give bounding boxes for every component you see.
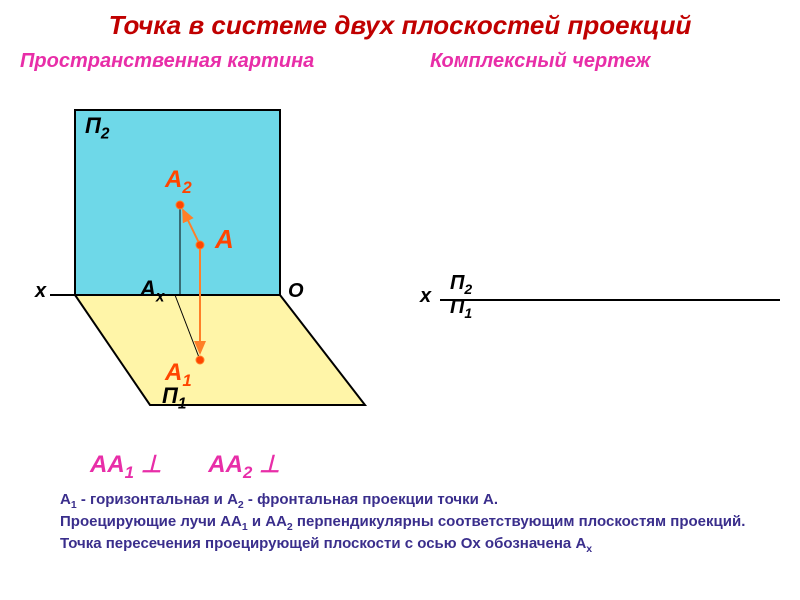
point-A	[196, 241, 204, 249]
formula-aa2: АА2 ⊥	[208, 451, 280, 478]
label-A2: А2	[165, 166, 192, 198]
formula-row: АА1 ⊥ АА2 ⊥	[90, 450, 280, 483]
label-A1: А1	[165, 359, 192, 391]
diagram-2d: x П2 П1	[420, 260, 790, 340]
label-pi2-2d: П2	[450, 272, 472, 297]
subtitle-left: Пространственная картина	[20, 50, 314, 73]
label-Ax: Аx	[140, 276, 164, 306]
label-x-3d: x	[35, 280, 46, 303]
description-text: А1 - горизонтальная и А2 - фронтальная п…	[60, 490, 760, 557]
point-A1	[196, 356, 204, 364]
label-O: О	[288, 280, 304, 303]
formula-aa1: АА1 ⊥	[90, 451, 162, 478]
label-pi1-2d: П1	[450, 296, 472, 321]
subtitle-right: Комплексный чертеж	[430, 50, 650, 73]
label-A: А	[215, 224, 234, 255]
diagram-2d-svg	[420, 260, 790, 340]
label-pi2: П2	[85, 113, 109, 143]
diagram-3d-svg	[20, 100, 400, 440]
label-x-2d: x	[420, 285, 431, 308]
page-title: Точка в системе двух плоскостей проекций	[0, 10, 800, 41]
point-A2	[176, 201, 184, 209]
plane-pi1	[75, 295, 365, 405]
diagram-3d: П2 П1 А2 А Аx А1 О x	[20, 100, 400, 440]
